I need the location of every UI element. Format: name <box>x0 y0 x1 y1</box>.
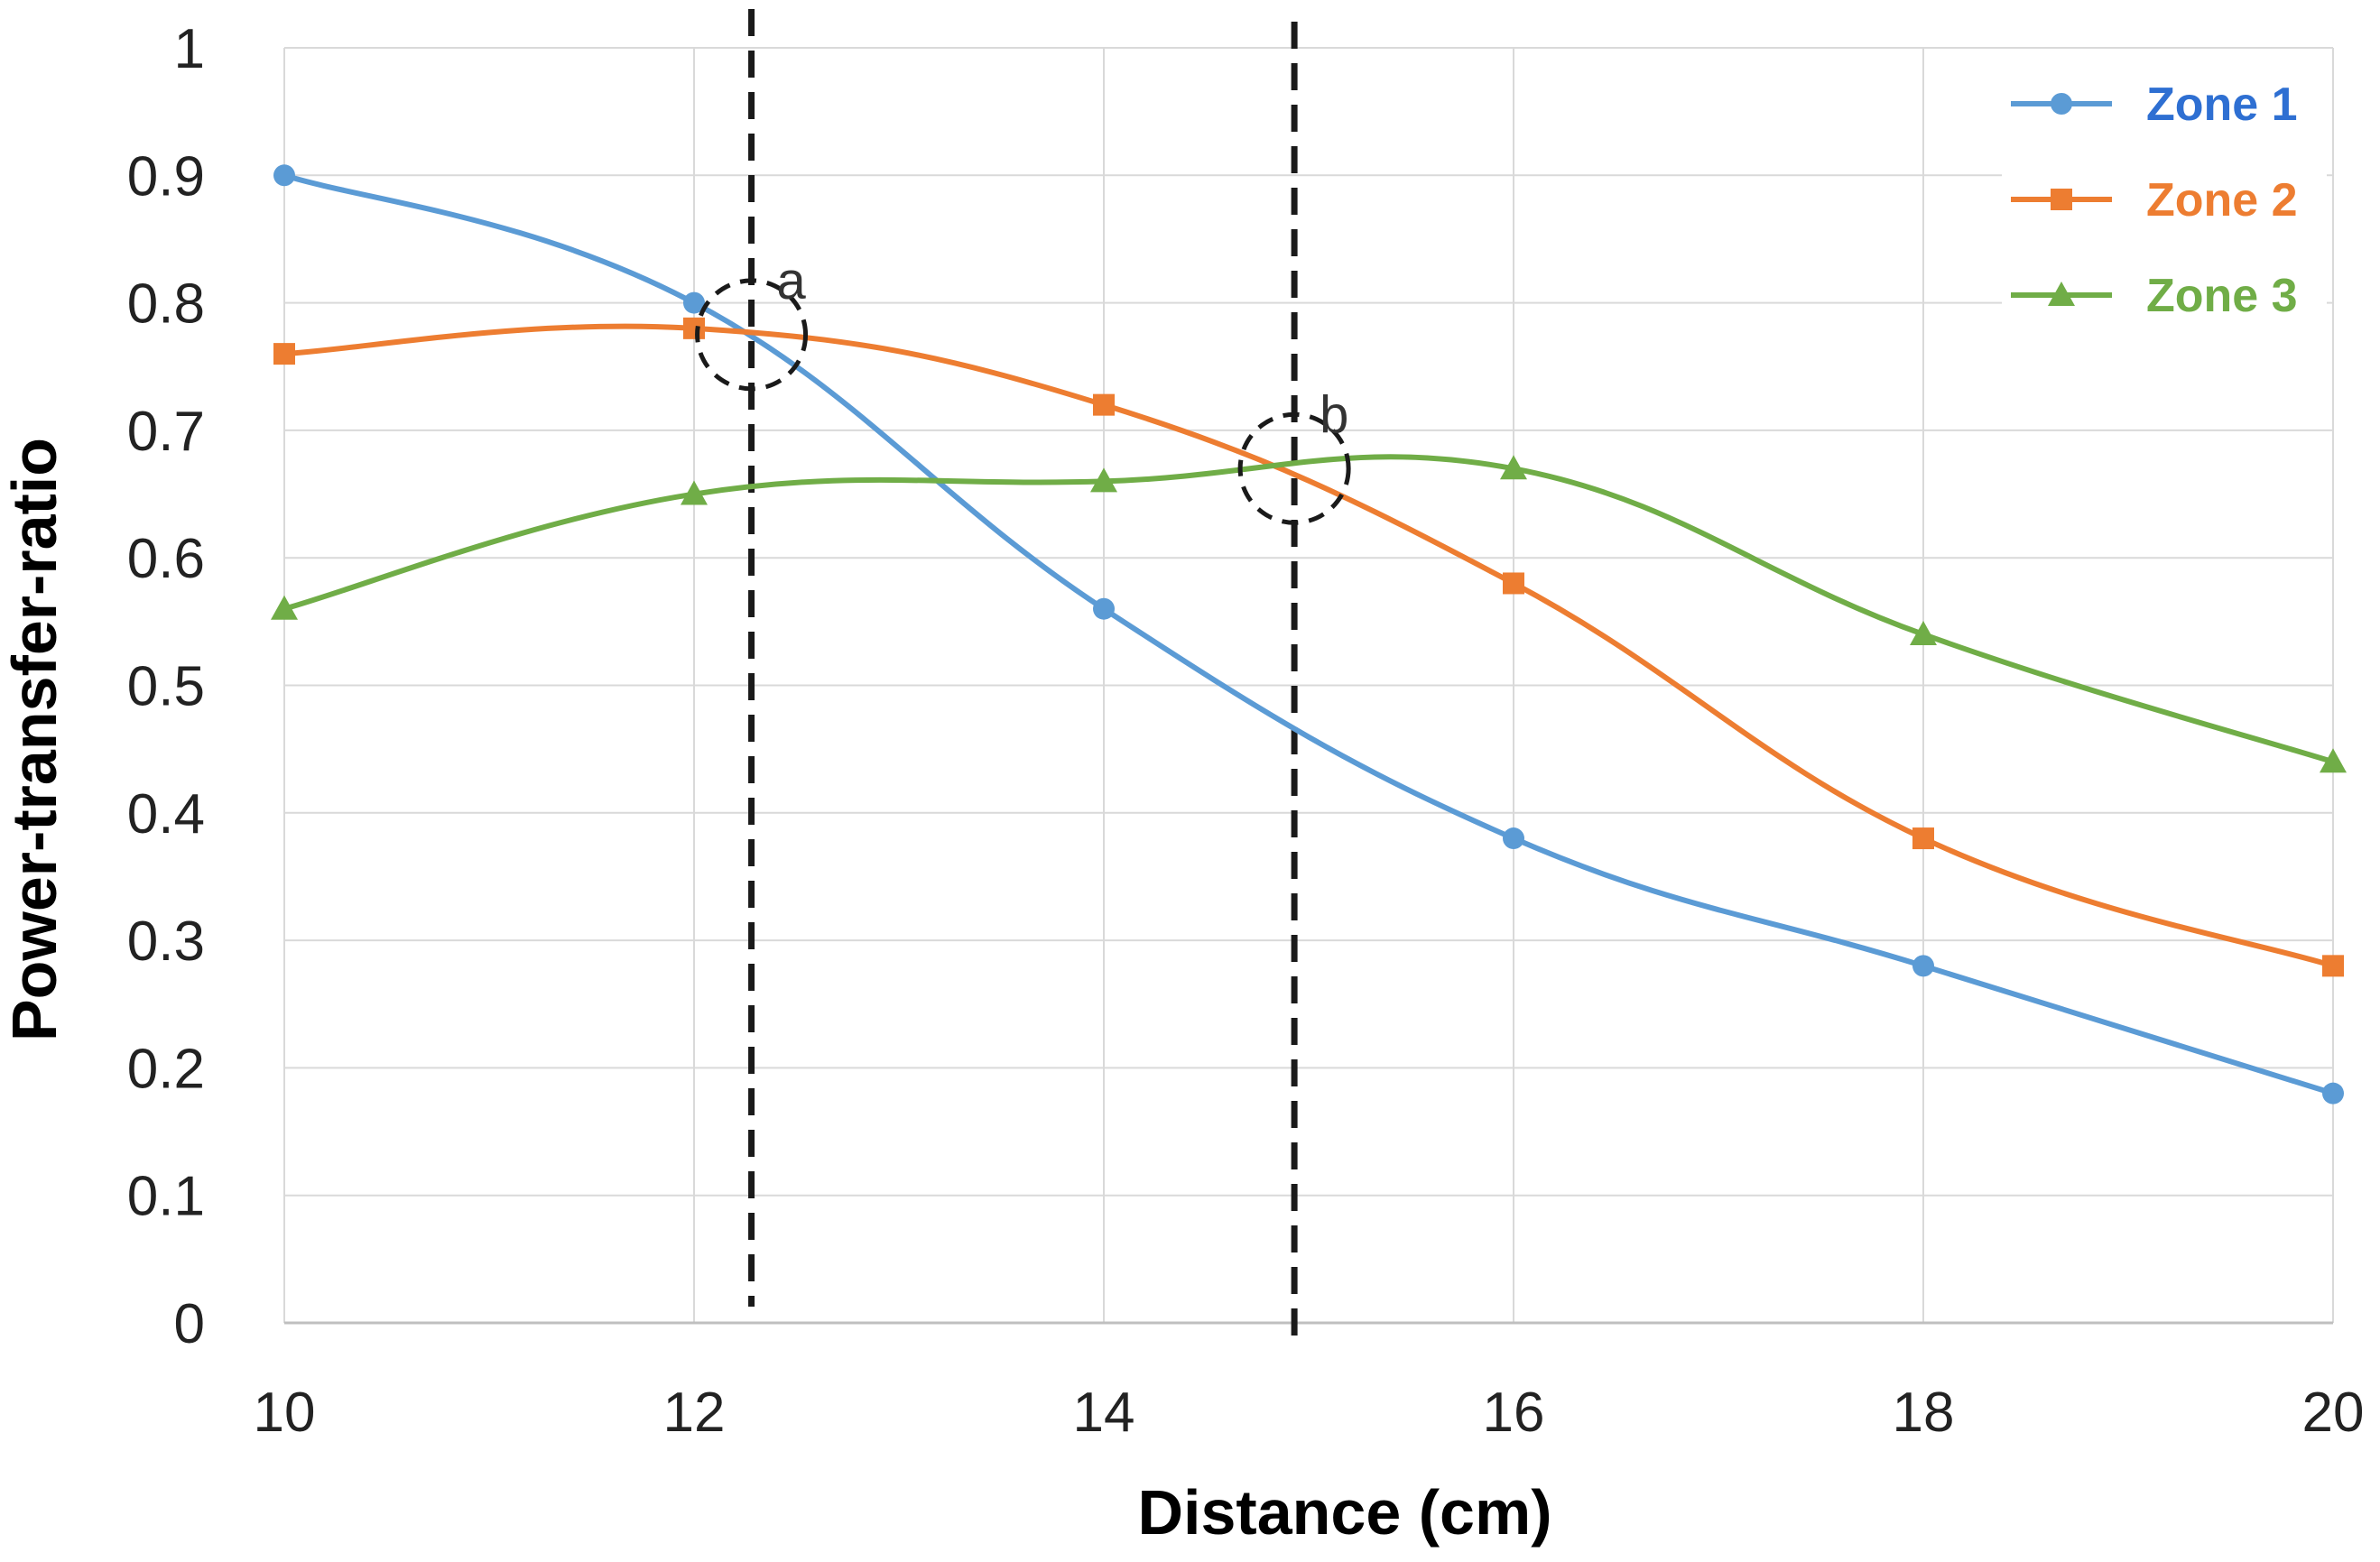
data-point <box>2320 748 2347 773</box>
legend-item-zone-3: Zone 3 <box>2011 270 2298 322</box>
data-point <box>2322 955 2344 977</box>
data-point <box>683 291 705 314</box>
data-point <box>273 164 295 187</box>
data-point <box>1912 827 1934 850</box>
x-tick-label: 16 <box>1483 1382 1545 1444</box>
x-tick-label: 12 <box>663 1382 726 1444</box>
y-tick-label: 0.5 <box>127 656 205 718</box>
y-tick-label: 0.7 <box>127 401 205 463</box>
data-point <box>1090 467 1117 493</box>
x-tick-label: 20 <box>2302 1382 2365 1444</box>
x-tick-label: 10 <box>254 1382 316 1444</box>
annotation-label-b: b <box>1320 385 1348 444</box>
x-tick-label: 18 <box>1893 1382 1955 1444</box>
legend-label: Zone 2 <box>2146 174 2298 226</box>
y-tick-label: 0.8 <box>127 273 205 336</box>
legend-item-zone-2: Zone 2 <box>2011 174 2298 226</box>
data-point <box>1503 827 1524 850</box>
data-point <box>1500 455 1527 480</box>
data-point <box>1093 597 1115 620</box>
series-line <box>282 454 2336 765</box>
y-tick-label: 0.4 <box>127 783 205 846</box>
y-tick-label: 0.2 <box>127 1038 205 1100</box>
data-point <box>2322 1082 2344 1104</box>
legend-marker <box>2051 93 2072 115</box>
annotation-layer: ab <box>695 252 1351 525</box>
series-layer <box>271 164 2347 1104</box>
series-line <box>282 172 2336 1096</box>
y-tick-label: 0.3 <box>127 910 205 973</box>
data-point <box>683 317 705 339</box>
annotation-circle-b <box>1237 411 1351 525</box>
legend-label: Zone 3 <box>2146 270 2298 322</box>
data-point <box>1093 393 1115 416</box>
series-zone-3 <box>271 454 2347 773</box>
annotation-label-a: a <box>777 252 807 310</box>
data-point <box>1503 572 1524 595</box>
data-point <box>681 480 708 505</box>
y-tick-label: 0.9 <box>127 145 205 208</box>
series-zone-1 <box>273 164 2344 1104</box>
legend-item-zone-1: Zone 1 <box>2011 79 2298 131</box>
y-tick-label: 0.1 <box>127 1166 205 1228</box>
legend: Zone 1 Zone 2 Zone 3 <box>2002 60 2327 334</box>
y-tick-label: 0.6 <box>127 528 205 590</box>
x-tick-label: 14 <box>1073 1382 1135 1444</box>
legend-marker <box>2051 189 2072 210</box>
data-point <box>1910 620 1937 645</box>
series-zone-2 <box>273 317 2344 977</box>
tick-labels: 0 0.1 0.2 0.3 0.4 0.5 0.6 0.7 0.8 0.9 1 10 12 14 16 18 2… <box>127 18 2365 1444</box>
y-tick-label: 1 <box>174 18 205 80</box>
data-point <box>273 343 295 365</box>
grid-layer <box>283 47 2334 1323</box>
legend-label: Zone 1 <box>2146 79 2298 131</box>
x-axis-title: Distance (cm) <box>1137 1477 1551 1548</box>
annotation-circle-a <box>695 278 809 392</box>
data-point <box>1912 955 1934 977</box>
y-tick-label: 0 <box>174 1293 205 1355</box>
y-axis-title: Power-transfer-ratio <box>0 438 69 1041</box>
series-line <box>282 323 2336 969</box>
legend-marker <box>2048 282 2075 306</box>
reference-lines <box>748 9 1298 1345</box>
data-point <box>271 595 298 620</box>
